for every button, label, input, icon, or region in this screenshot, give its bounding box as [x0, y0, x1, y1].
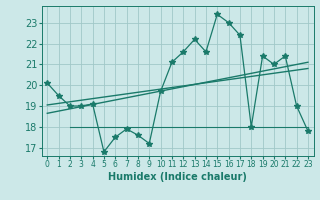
X-axis label: Humidex (Indice chaleur): Humidex (Indice chaleur) [108, 172, 247, 182]
